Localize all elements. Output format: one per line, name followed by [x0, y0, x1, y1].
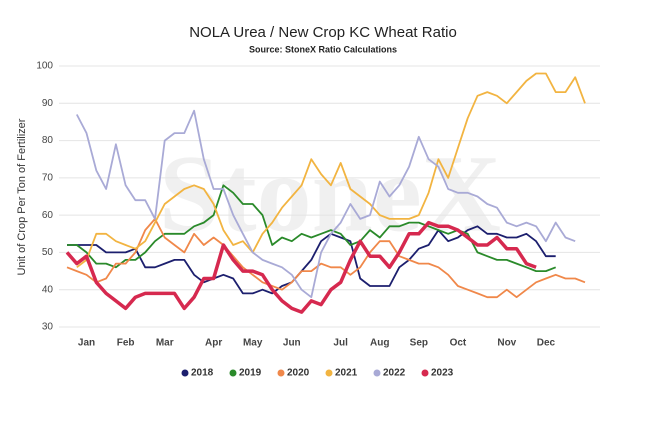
- series-line: [65, 220, 537, 314]
- y-tick-label: 90: [42, 98, 54, 109]
- series-line: [66, 218, 586, 299]
- y-tick-label: 40: [42, 284, 54, 295]
- legend-marker: [373, 369, 381, 377]
- x-tick-label: Sep: [410, 338, 428, 349]
- series-line: [67, 225, 556, 295]
- legend-label: 2023: [431, 368, 454, 379]
- y-tick-label: 100: [36, 61, 53, 72]
- legend-label: 2018: [191, 368, 214, 379]
- y-tick-label: 80: [42, 135, 54, 146]
- x-tick-label: Aug: [370, 338, 389, 349]
- x-tick-label: Dec: [537, 338, 556, 349]
- x-tick-label: Jul: [333, 338, 348, 349]
- y-tick-label: 60: [42, 210, 54, 221]
- chart-title: NOLA Urea / New Crop KC Wheat Ratio: [189, 24, 457, 41]
- legend-label: 2021: [335, 368, 358, 379]
- legend-marker: [181, 369, 189, 377]
- legend-marker: [229, 369, 237, 377]
- legend-marker: [277, 369, 285, 377]
- x-tick-label: Mar: [156, 338, 174, 349]
- x-tick-label: Nov: [497, 338, 516, 349]
- series-line: [76, 72, 586, 269]
- x-tick-label: Jun: [283, 338, 301, 349]
- x-tick-label: Jan: [78, 338, 95, 349]
- x-tick-label: May: [243, 338, 263, 349]
- legend-marker: [421, 369, 429, 377]
- y-tick-label: 70: [42, 172, 54, 183]
- x-tick-label: Feb: [117, 338, 135, 349]
- legend-label: 2022: [383, 368, 406, 379]
- legend-label: 2020: [287, 368, 310, 379]
- y-tick-label: 30: [42, 322, 54, 333]
- y-axis-label: Unit of Crop Per Ton of Fertilizer: [16, 118, 28, 275]
- series-line: [76, 109, 576, 299]
- y-tick-label: 50: [42, 247, 54, 258]
- series-line: [67, 184, 557, 272]
- legend-label: 2019: [239, 368, 262, 379]
- x-tick-label: Oct: [450, 338, 467, 349]
- x-tick-label: Apr: [205, 338, 222, 349]
- legend-marker: [325, 369, 333, 377]
- chart-subtitle: Source: StoneX Ratio Calculations: [249, 44, 397, 54]
